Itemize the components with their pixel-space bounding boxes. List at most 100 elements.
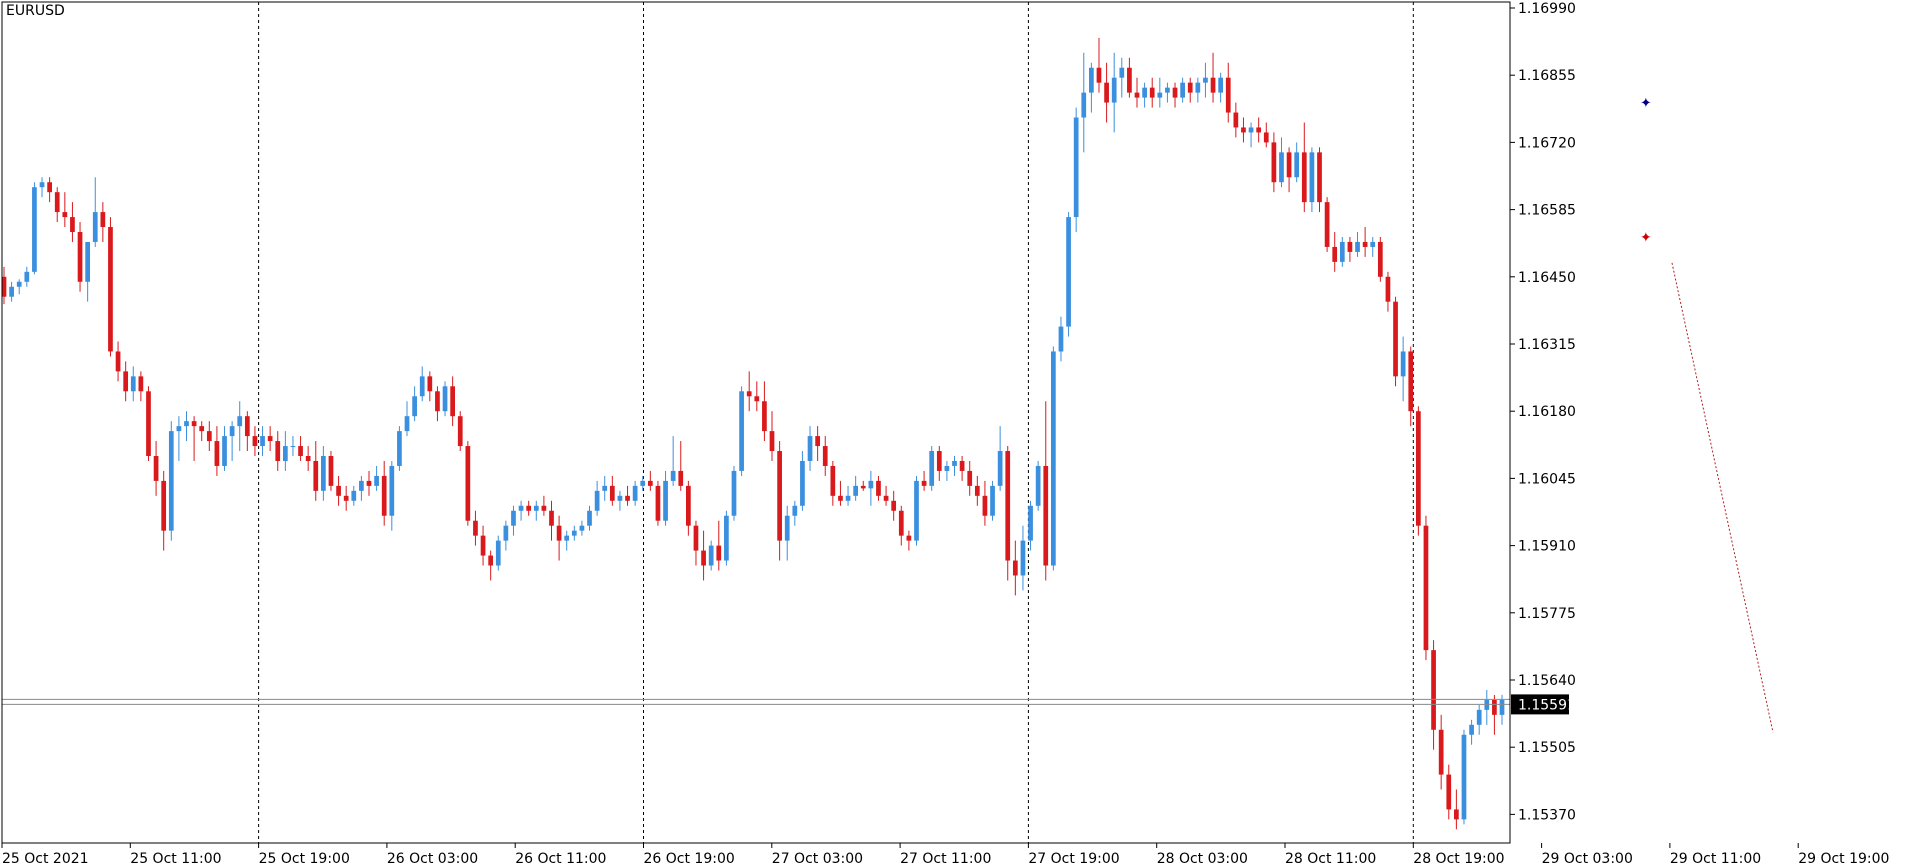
candle bbox=[1461, 729, 1467, 825]
candle-body bbox=[959, 460, 965, 471]
candle-body bbox=[77, 232, 83, 282]
candle-body bbox=[822, 446, 828, 466]
candle-body bbox=[830, 465, 836, 496]
candle bbox=[70, 202, 75, 242]
candle-body bbox=[1172, 87, 1178, 98]
candle bbox=[237, 401, 243, 452]
candle bbox=[511, 505, 516, 536]
candle-body bbox=[1043, 465, 1049, 566]
overlays: 1.15591 ✦ ✦ bbox=[2, 96, 1774, 733]
candle-body bbox=[351, 490, 357, 501]
candle-body bbox=[389, 465, 395, 516]
candle-body bbox=[1165, 87, 1170, 93]
candle bbox=[1058, 316, 1064, 362]
candle-body bbox=[708, 545, 714, 566]
candle-body bbox=[1461, 734, 1467, 820]
candle-body bbox=[336, 485, 341, 496]
candle bbox=[1051, 346, 1056, 571]
candle bbox=[526, 500, 532, 516]
candle bbox=[1119, 57, 1125, 98]
candle-body bbox=[997, 451, 1003, 486]
candle-body bbox=[1210, 77, 1216, 93]
candle-body bbox=[1119, 67, 1125, 78]
candle-body bbox=[982, 495, 988, 516]
candle bbox=[381, 460, 387, 526]
candle bbox=[1134, 77, 1140, 108]
candle bbox=[1149, 77, 1155, 108]
candle-body bbox=[503, 525, 509, 541]
candle-body bbox=[404, 416, 410, 432]
candle bbox=[1370, 236, 1376, 257]
candle-body bbox=[1058, 326, 1064, 352]
candle bbox=[678, 441, 684, 491]
candle bbox=[929, 446, 935, 491]
candle-body bbox=[1301, 152, 1307, 203]
candle-body bbox=[480, 535, 486, 556]
candle bbox=[936, 446, 942, 481]
candle-body bbox=[47, 182, 52, 193]
candle bbox=[397, 426, 402, 471]
candle-body bbox=[1385, 276, 1391, 302]
candle-body bbox=[936, 451, 942, 471]
candle-body bbox=[967, 470, 973, 486]
candle-body bbox=[495, 540, 501, 566]
candle-body bbox=[921, 480, 927, 486]
candle bbox=[1400, 336, 1406, 402]
x-tick-label: 25 Oct 2021 bbox=[2, 851, 89, 866]
candle-body bbox=[549, 510, 554, 526]
candle bbox=[1347, 236, 1353, 262]
candle bbox=[663, 470, 668, 526]
candle bbox=[1172, 82, 1178, 108]
candle bbox=[708, 540, 714, 571]
candle-body bbox=[1362, 241, 1368, 247]
candle bbox=[701, 530, 706, 581]
candle-body bbox=[1096, 67, 1102, 83]
candle-body bbox=[1142, 87, 1147, 98]
candle bbox=[16, 279, 22, 295]
candle bbox=[336, 475, 341, 506]
candle-body bbox=[526, 505, 532, 511]
candle-body bbox=[876, 480, 881, 496]
candle-body bbox=[161, 480, 167, 531]
candle-body bbox=[1431, 650, 1436, 730]
candle-body bbox=[746, 391, 752, 397]
candle bbox=[1454, 789, 1459, 830]
candle bbox=[625, 485, 630, 506]
candle-body bbox=[130, 376, 136, 392]
candle-body bbox=[374, 475, 379, 486]
candle bbox=[24, 266, 30, 287]
candle-body bbox=[1241, 127, 1246, 133]
candle-body bbox=[1492, 699, 1497, 715]
candle-body bbox=[1233, 112, 1239, 128]
candle-body bbox=[282, 446, 288, 461]
candle-body bbox=[100, 212, 106, 228]
x-tick-label: 26 Oct 11:00 bbox=[515, 851, 606, 866]
candle bbox=[184, 411, 189, 442]
candle bbox=[921, 470, 927, 491]
candle-body bbox=[860, 485, 866, 489]
candle bbox=[1324, 197, 1330, 252]
candle bbox=[777, 441, 782, 561]
buy-marker: ✦ bbox=[1640, 96, 1652, 112]
candle bbox=[260, 426, 265, 456]
candle-body bbox=[754, 396, 760, 402]
sell-marker: ✦ bbox=[1640, 230, 1652, 246]
candle bbox=[168, 421, 174, 541]
candle bbox=[1423, 515, 1429, 661]
x-tick-label: 27 Oct 03:00 bbox=[772, 851, 863, 866]
candle-body bbox=[1180, 82, 1185, 98]
x-tick-label: 28 Oct 11:00 bbox=[1285, 851, 1376, 866]
candle bbox=[412, 386, 417, 422]
candle bbox=[1377, 236, 1383, 282]
candle bbox=[952, 456, 957, 476]
candle-body bbox=[800, 460, 805, 506]
candle bbox=[564, 530, 570, 551]
candle bbox=[822, 436, 828, 476]
x-tick-label: 25 Oct 19:00 bbox=[259, 851, 350, 866]
candle bbox=[77, 222, 83, 292]
candle bbox=[153, 441, 159, 496]
candle bbox=[1431, 640, 1436, 750]
candle bbox=[587, 505, 592, 531]
candle bbox=[473, 510, 478, 546]
